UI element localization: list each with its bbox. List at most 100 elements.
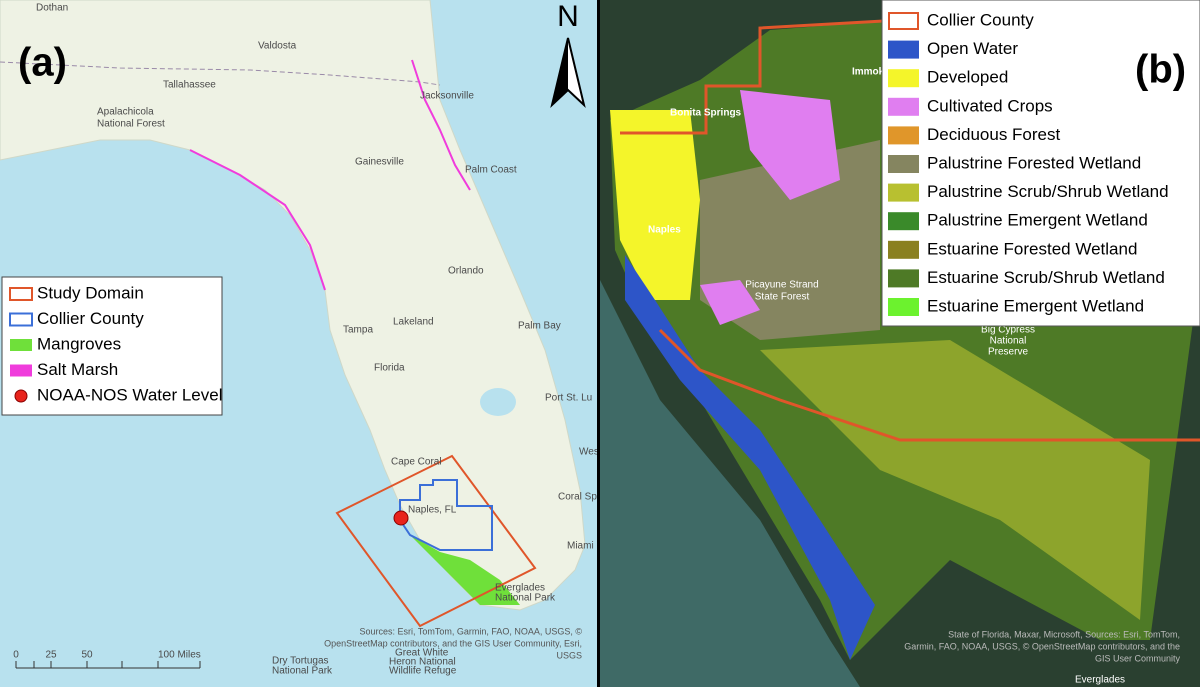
north-label: N <box>557 0 579 33</box>
place-label: Dry Tortugas <box>272 656 329 667</box>
place-label: Lakeland <box>393 317 434 328</box>
legend-label: Open Water <box>927 39 1018 58</box>
place-label: Immokalee <box>852 67 904 78</box>
legend-swatch <box>10 339 32 351</box>
place-label: Heron National <box>389 657 456 668</box>
legend-swatch <box>888 155 919 173</box>
legend-swatch <box>888 212 919 231</box>
place-label: Jacksonville <box>420 91 474 102</box>
mangroves <box>410 535 520 605</box>
place-label: Everglades <box>495 583 545 594</box>
legend-label: Collier County <box>927 10 1034 29</box>
scale-label: 25 <box>45 650 57 661</box>
gulf <box>600 280 860 687</box>
place-label: Tampa <box>343 325 373 336</box>
place-label: National <box>990 336 1027 347</box>
scale-label: 0 <box>13 650 19 661</box>
attribution: State of Florida, Maxar, Microsoft, Sour… <box>948 629 1180 639</box>
panel-b: Immokalee Bonita Springs Naples Picayune St… <box>600 0 1200 687</box>
place-label: State Forest <box>755 292 810 303</box>
legend-swatch <box>888 40 919 59</box>
place-label: Great White <box>395 648 449 659</box>
attribution: USGS <box>556 650 582 660</box>
collier-boundary <box>658 328 1200 442</box>
place-label: Miami <box>567 541 594 552</box>
place-label: Palm Coast <box>465 165 517 176</box>
legend-swatch <box>888 269 919 288</box>
legend-label: Developed <box>927 68 1008 87</box>
study-domain <box>335 454 537 628</box>
place-label: Dothan <box>36 3 68 14</box>
legend-label: Palustrine Scrub/Shrub Wetland <box>927 182 1169 201</box>
panel-a: DothanValdostaTallahasseeApalachicolaNat… <box>0 0 602 687</box>
place-label: West <box>579 447 602 458</box>
legend-swatch <box>10 364 32 377</box>
legend-swatch <box>888 126 919 145</box>
water-level-station <box>393 510 409 526</box>
legend-swatch <box>9 287 33 301</box>
legend-swatch <box>888 12 919 30</box>
legend-swatch <box>888 298 919 316</box>
state-border <box>0 61 441 86</box>
legend-swatch <box>14 389 28 403</box>
legend-box <box>881 0 1200 327</box>
lake <box>480 388 516 416</box>
legend-label: Collier County <box>37 309 144 328</box>
legend-label: Mangroves <box>37 334 121 353</box>
place-label: Cape Coral <box>391 457 442 468</box>
place-label: Florida <box>374 363 405 374</box>
legend-box <box>1 276 223 416</box>
place-label: Coral Spr <box>558 492 601 503</box>
attribution: Garmin, FAO, NOAA, USGS, © OpenStreetMap… <box>904 641 1180 651</box>
legend-swatch <box>9 312 33 327</box>
place-label: Bonita Springs <box>670 108 742 119</box>
collier-county <box>399 479 493 551</box>
place-label: Picayune Strand <box>745 280 818 291</box>
salt-marsh <box>189 149 326 291</box>
place-label: Port St. Lu <box>545 393 592 404</box>
panel-label: (b) <box>1135 48 1186 92</box>
panel-label: (a) <box>18 41 67 85</box>
place-label: Naples, FL <box>408 505 457 516</box>
place-label: Big Cypress <box>981 325 1035 336</box>
place-label: National Park <box>495 593 556 604</box>
legend-swatch <box>888 69 919 88</box>
legend-swatch <box>888 240 919 259</box>
place-label: Valdosta <box>258 41 297 52</box>
legend-label: Estuarine Emergent Wetland <box>927 296 1144 315</box>
legend-label: Estuarine Scrub/Shrub Wetland <box>927 268 1165 287</box>
place-label: Everglades <box>1075 675 1125 686</box>
scale-label: 100 Miles <box>158 650 201 661</box>
land-cover <box>760 340 1150 620</box>
place-label: National Park <box>272 666 333 677</box>
legend-label: Deciduous Forest <box>927 125 1061 144</box>
legend-label: Salt Marsh <box>37 360 118 379</box>
attribution: GIS User Community <box>1095 653 1181 663</box>
place-label: Apalachicola <box>97 107 154 118</box>
place-label: Naples <box>648 225 681 236</box>
land-cover <box>610 110 700 300</box>
land-cover <box>740 90 840 200</box>
legend-swatch <box>888 97 919 116</box>
place-label: Tallahassee <box>163 80 216 91</box>
land-cover <box>700 280 760 325</box>
place-label: National Forest <box>97 119 165 130</box>
attribution: OpenStreetMap contributors, and the GIS … <box>324 638 582 648</box>
legend-label: Palustrine Forested Wetland <box>927 153 1141 172</box>
legend-label: Palustrine Emergent Wetland <box>927 211 1148 230</box>
legend-label: Estuarine Forested Wetland <box>927 239 1137 258</box>
legend-label: Cultivated Crops <box>927 96 1053 115</box>
place-label: Wildlife Refuge <box>389 666 457 677</box>
place-label: Orlando <box>448 266 484 277</box>
attribution: Sources: Esri, TomTom, Garmin, FAO, NOAA… <box>359 626 582 636</box>
place-label: Preserve <box>988 347 1028 358</box>
place-label: Gainesville <box>355 157 404 168</box>
place-label: Palm Bay <box>518 321 561 332</box>
salt-marsh <box>411 59 471 191</box>
legend-label: NOAA-NOS Water Level <box>37 385 222 404</box>
north-arrow <box>552 38 568 105</box>
legend-label: Study Domain <box>37 283 144 302</box>
scale-label: 50 <box>81 650 93 661</box>
legend-swatch <box>888 183 919 202</box>
